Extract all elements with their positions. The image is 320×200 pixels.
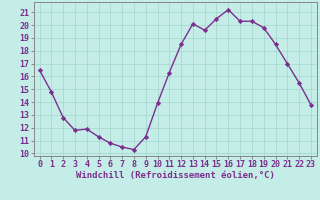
X-axis label: Windchill (Refroidissement éolien,°C): Windchill (Refroidissement éolien,°C): [76, 171, 275, 180]
